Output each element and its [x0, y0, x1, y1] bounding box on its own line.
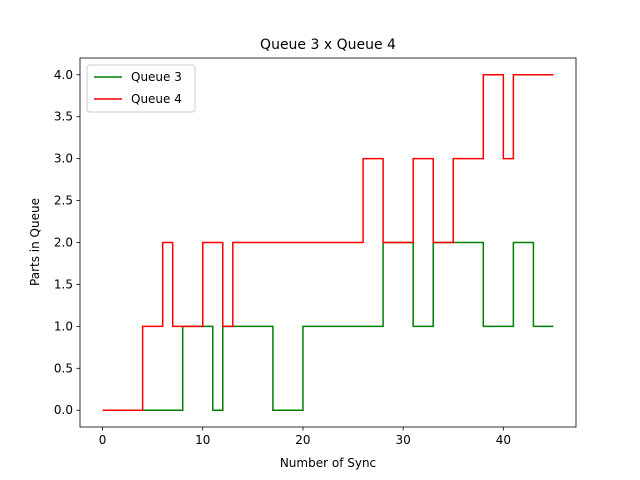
y-tick-label: 1.0: [54, 319, 73, 333]
axes-layer: 0 10 20 30 40 0.0 0.5 1.0 1.5 2.0 2.5 3.0 3.5 4.0: [54, 57, 577, 447]
legend: Queue 3 Queue 4: [86, 64, 196, 113]
x-tick-label: 30: [396, 433, 411, 447]
y-tick-label: 3.0: [54, 152, 73, 166]
x-tick-label: 40: [496, 433, 511, 447]
y-tick-label: 1.5: [54, 277, 73, 291]
x-tick-label: 20: [295, 433, 310, 447]
y-tick-label: 0.5: [54, 361, 73, 375]
x-tick-label: 10: [195, 433, 210, 447]
series-line-queue-4: [102, 74, 554, 411]
y-tick-label: 3.5: [54, 110, 73, 124]
series-line-queue-3: [102, 241, 554, 411]
y-tick-label: 2.0: [54, 236, 73, 250]
x-axis-label: Number of Sync: [280, 456, 376, 470]
chart-title: Queue 3 x Queue 4: [260, 37, 396, 53]
y-tick-label: 4.0: [54, 68, 73, 82]
y-tick-label: 2.5: [54, 194, 73, 208]
x-tick-label: 0: [99, 433, 107, 447]
y-axis-label: Parts in Queue: [28, 198, 42, 286]
legend-label-queue-3: Queue 3: [131, 70, 182, 84]
series-layer: [102, 74, 554, 411]
y-tick-label: 0.0: [54, 403, 73, 417]
legend-label-queue-4: Queue 4: [131, 92, 182, 106]
